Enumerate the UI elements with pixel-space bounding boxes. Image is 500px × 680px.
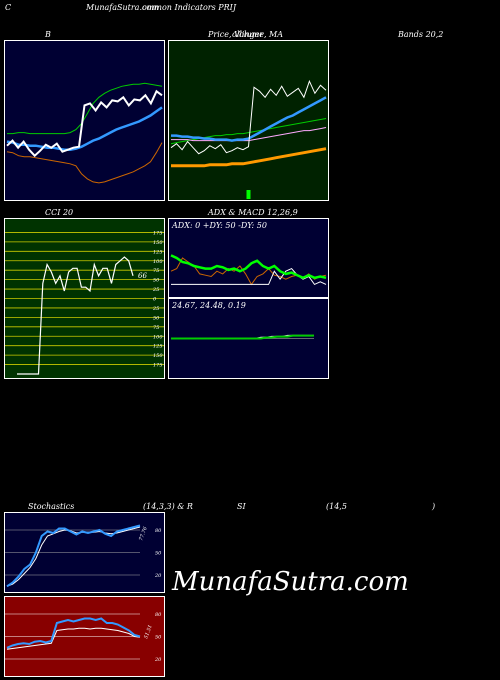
cci-tick-label: 50: [153, 315, 160, 321]
macd-values: 24.67, 24.48, 0.19: [172, 301, 246, 310]
macd-panel: 24.67, 24.48, 0.19: [168, 298, 329, 379]
cci-last-value: 66: [138, 272, 147, 280]
adx-adx-line: [170, 254, 327, 280]
stoch-params-label: (14,3,3) & R: [143, 502, 193, 511]
cci-tick-label: 150: [153, 240, 163, 246]
rsi-tick-label: 50: [155, 635, 162, 641]
adx-chart: [170, 254, 327, 286]
header-site: MunafaSutra.com: [86, 3, 159, 12]
cci-label: CCI 20: [45, 208, 74, 217]
cci-chart: 175 150 125 100 75 50 25 0 25 50 75 100 125 150 175 66: [5, 230, 164, 375]
cci-tick-label: 0: [153, 297, 157, 303]
bollinger-lower-line: [6, 142, 163, 184]
cci-tick-label: 25: [152, 306, 159, 312]
stoch-last-value: 77.76: [138, 525, 149, 541]
bollinger-close-line: [6, 89, 163, 158]
rsi-rsi_blue-line: [6, 617, 141, 649]
cci-tick-label: 75: [153, 268, 159, 274]
adx-panel: ADX: 0 +DY: 50 -DY: 50: [168, 218, 329, 298]
macd-signal-line: [171, 334, 314, 340]
cci-tick-label: 100: [153, 259, 163, 265]
cci-tick-label: 100: [153, 334, 163, 340]
stoch-k-line: [6, 524, 141, 588]
price-overlap-label: ollinger: [232, 30, 264, 39]
adx-values: ADX: 0 +DY: 50 -DY: 50: [172, 221, 267, 230]
rsi-chart: 80 50 20 51.51: [5, 612, 162, 663]
header-left: C: [5, 3, 12, 12]
macd-chart: [171, 334, 314, 340]
rsi-rsi_white-line: [6, 627, 141, 650]
bollinger-upper-line: [7, 82, 163, 135]
price-panel: [168, 40, 329, 201]
bollinger-middle-line: [6, 106, 163, 151]
cci-tick-label: 75: [153, 325, 159, 331]
rsi-panel: 80 50 20 51.51: [4, 596, 165, 677]
bollinger-panel: [4, 40, 165, 201]
price-ma_green-line: [170, 118, 327, 145]
stoch-chart: 80 50 20 77.76: [5, 524, 162, 588]
price-label: Price, Volume, MA: [208, 30, 284, 39]
price-price-line: [170, 79, 327, 155]
rsi-close-label: ): [432, 502, 436, 511]
rsi-si-label: SI: [237, 502, 246, 511]
cci-tick-label: 25: [152, 287, 159, 293]
stoch-tick-label: 50: [155, 551, 162, 557]
cci-panel: 175 150 125 100 75 50 25 0 25 50 75 100 125 150 175 66: [4, 218, 165, 379]
bands-label: Bands 20,2: [398, 30, 444, 39]
cci-tick-label: 175: [153, 363, 163, 369]
header-indicators: ommon Indicators PRIJ: [142, 3, 237, 12]
stoch-tick-label: 80: [155, 528, 162, 534]
price-ma_slow-line: [171, 147, 327, 168]
price-ma_mid-line: [171, 127, 327, 142]
rsi-params-label: (14,5: [326, 502, 347, 511]
price-chart: [170, 79, 327, 199]
stoch-tick-label: 20: [154, 573, 162, 579]
volume-bar: [246, 190, 251, 199]
bollinger-label: B: [45, 30, 51, 39]
cci-tick-label: 125: [153, 249, 163, 255]
watermark: MunafaSutra.com: [172, 567, 409, 597]
stoch-d-line: [6, 526, 141, 587]
price-ma_fast-line: [171, 96, 327, 142]
bollinger-chart: [6, 82, 163, 184]
adx-minus_dy-line: [170, 257, 327, 286]
rsi-tick-label: 20: [154, 657, 162, 663]
rsi-tick-label: 80: [155, 612, 162, 618]
rsi-last-value: 51.51: [143, 624, 154, 640]
stoch-label: Stochastics: [28, 502, 75, 511]
cci-tick-label: 150: [153, 353, 163, 359]
cci-cci-line: [17, 256, 134, 375]
cci-tick-label: 175: [153, 230, 163, 236]
adx-macd-label: ADX & MACD 12,26,9: [208, 208, 298, 217]
stoch-panel: 80 50 20 77.76: [4, 512, 165, 593]
cci-tick-label: 50: [153, 278, 160, 284]
cci-tick-label: 125: [153, 344, 163, 350]
